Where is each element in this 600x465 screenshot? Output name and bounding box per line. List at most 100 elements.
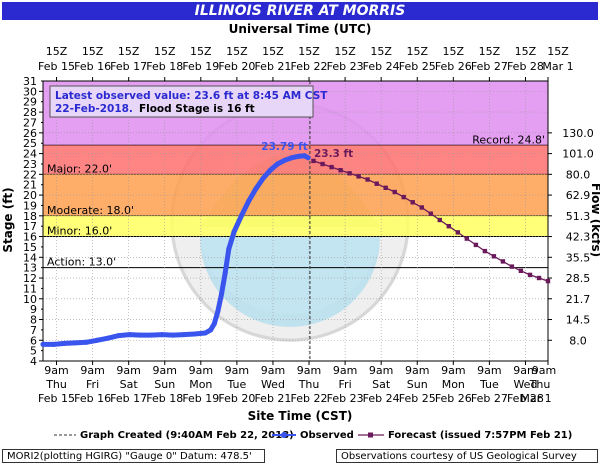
top-tick-time: 15Z <box>406 45 428 58</box>
observed-point <box>222 270 228 276</box>
y2-tick-label: 101.0 <box>562 148 594 161</box>
forecast-point <box>518 268 524 273</box>
band-label-action: Action: 13.0' <box>47 256 116 269</box>
bottom-tick-day: Sat <box>372 378 391 391</box>
forecast-point <box>509 264 515 269</box>
bottom-tick-date: Feb 18 <box>146 392 183 405</box>
bottom-tick-day: Thu <box>45 378 67 391</box>
bottom-tick-time: 9am <box>333 364 357 377</box>
y-tick-label: 7 <box>30 324 37 337</box>
top-tick-time: 15Z <box>370 45 392 58</box>
top-tick-time: 15Z <box>479 45 501 58</box>
forecast-point <box>320 161 325 167</box>
bottom-tick-date: Feb 15 <box>38 392 75 405</box>
forecast-point <box>329 164 334 170</box>
bottom-tick-time: 9am <box>261 364 285 377</box>
top-tick-date: Feb 26 <box>435 60 472 73</box>
observed-point <box>62 340 68 346</box>
chart-title: ILLINOIS RIVER AT MORRIS <box>2 2 598 20</box>
y-tick-label: 18 <box>23 210 37 223</box>
forecast-point <box>482 248 488 254</box>
info-line-2: 22-Feb-2018. Flood Stage is 16 ft <box>55 103 255 115</box>
forecast-point <box>365 177 370 182</box>
y2-tick-label: 130.0 <box>562 127 594 140</box>
bottom-tick-date: Feb 21 <box>254 392 291 405</box>
y2-axis-title: Flow (kcfs) <box>589 183 600 257</box>
y-tick-label: 16 <box>23 231 37 244</box>
legend-graph-created: Graph Created (9:40AM Feb 22, 2018) <box>80 430 294 441</box>
observed-point <box>73 340 78 346</box>
observed-point <box>231 228 237 234</box>
top-tick-date: Feb 25 <box>399 60 436 73</box>
bottom-tick-time: 9am <box>225 364 249 377</box>
observed-point <box>105 335 111 341</box>
plot-frame <box>42 80 549 362</box>
top-tick-time: 15Z <box>190 45 212 58</box>
bottom-tick-time: 9am <box>189 364 213 377</box>
bottom-tick-date: Feb 28 <box>507 392 544 405</box>
y-tick-label: 19 <box>23 199 37 212</box>
band-label-minor: Minor: 16.0' <box>47 225 112 238</box>
info-date: 22-Feb-2018. <box>55 103 133 115</box>
top-tick-time: 15Z <box>443 45 465 58</box>
y-tick-label: 6 <box>30 334 37 347</box>
y-tick-label: 4 <box>30 355 37 368</box>
observed-point <box>116 333 122 339</box>
bottom-tick-time: 9am <box>153 364 177 377</box>
bottom-tick-date: Mar 1 <box>520 392 551 405</box>
bottom-tick-time: 9am <box>80 364 104 377</box>
bottom-tick-day: Wed <box>261 378 285 391</box>
legend-observed: Observed <box>300 430 354 441</box>
y-tick-label: 24 <box>23 148 37 161</box>
bottom-tick-time: 9am <box>441 364 465 377</box>
observed-point <box>181 332 187 338</box>
bottom-tick-day: Mon <box>442 378 465 391</box>
forecast-point <box>428 211 433 216</box>
y2-tick-label: 35.5 <box>566 251 591 264</box>
top-tick-date: Mar 1 <box>542 60 573 73</box>
top-tick-time: 15Z <box>515 45 537 58</box>
top-tick-date: Feb 27 <box>471 60 508 73</box>
bottom-tick-date: Feb 16 <box>74 392 111 405</box>
y-tick-label: 20 <box>23 189 37 202</box>
bottom-tick-day: Thu <box>298 378 320 391</box>
band-major <box>43 145 548 175</box>
watermark-lower <box>200 237 380 327</box>
top-tick-date: Feb 21 <box>254 60 291 73</box>
bottom-tick-date: Feb 26 <box>435 392 472 405</box>
crest-observed-label: 23.79 ft <box>261 141 307 153</box>
y-tick-label: 23 <box>23 158 37 171</box>
bottom-tick-date: Feb 25 <box>399 392 436 405</box>
observed-point <box>170 332 176 338</box>
observed-point <box>192 331 197 337</box>
observed-point <box>83 339 89 345</box>
observed-point <box>282 157 288 163</box>
top-tick-date: Feb 16 <box>74 60 111 73</box>
top-tick-time: 15Z <box>154 45 176 58</box>
y-tick-label: 29 <box>23 96 37 109</box>
bottom-tick-day: Fri <box>339 378 352 391</box>
top-tick-date: Feb 24 <box>363 60 400 73</box>
top-tick-time: 15Z <box>82 45 104 58</box>
legend-observed-marker <box>281 432 287 438</box>
forecast-point <box>464 236 469 241</box>
forecast-point <box>446 224 451 229</box>
top-tick-time: 15Z <box>334 45 356 58</box>
y-tick-label: 13 <box>23 262 37 275</box>
y-tick-label: 27 <box>23 116 37 129</box>
bottom-tick-time: 9am <box>477 364 501 377</box>
plot-border <box>42 80 549 362</box>
observed-point <box>202 330 208 336</box>
annotations: 23.79 ft 23.3 ft <box>261 141 353 160</box>
band-label-moderate: Moderate: 18.0' <box>47 204 134 217</box>
forecast-point <box>437 217 442 223</box>
forecast-point <box>338 168 343 173</box>
bottom-tick-date: Feb 24 <box>363 392 400 405</box>
observed-point <box>246 198 252 204</box>
flow-axis: 8.0 14.5 21.7 28.5 35.5 42.3 51.3 62.9 80.0 101.0… <box>548 127 594 347</box>
footer-datum: MORI2(plotting HGIRG) "Gauge 0" Datum: 4… <box>2 449 265 463</box>
bottom-tick-day: Thu <box>529 378 551 391</box>
bottom-tick-day: Fri <box>86 378 99 391</box>
forecast-point <box>536 275 542 281</box>
